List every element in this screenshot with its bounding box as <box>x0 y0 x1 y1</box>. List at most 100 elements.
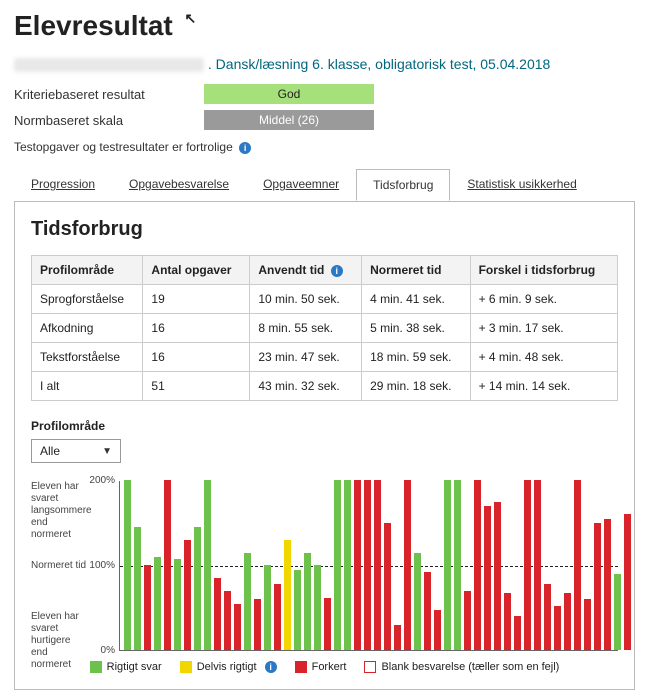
table-cell: Sprogforståelse <box>32 285 143 314</box>
chart-bar <box>324 598 331 651</box>
chart-area: Eleven har svaret langsommere end normer… <box>31 481 618 651</box>
table-cell: 10 min. 50 sek. <box>250 285 362 314</box>
chart-bar <box>524 480 531 650</box>
chart-bar <box>264 565 271 650</box>
profile-area-select[interactable]: Alle ▼ <box>31 439 121 463</box>
table-cell: 43 min. 32 sek. <box>250 372 362 401</box>
time-table: ProfilområdeAntal opgaverAnvendt tid iNo… <box>31 255 618 401</box>
table-cell: 51 <box>143 372 250 401</box>
confidential-note: Testopgaver og testresultater er fortrol… <box>14 140 635 154</box>
table-header: Antal opgaver <box>143 256 250 285</box>
chart-bar <box>224 591 231 651</box>
tab-progression[interactable]: Progression <box>14 168 112 200</box>
info-icon[interactable]: i <box>239 142 251 154</box>
chart-bar <box>564 593 571 651</box>
info-icon[interactable]: i <box>331 265 343 277</box>
table-row: I alt5143 min. 32 sek.29 min. 18 sek.+ 1… <box>32 372 618 401</box>
chart-bar <box>204 480 211 650</box>
page-title-text: Elevresultat <box>14 10 173 41</box>
chart-bar <box>194 527 201 650</box>
panel-title: Tidsforbrug <box>31 218 618 241</box>
table-cell: + 3 min. 17 sek. <box>470 314 617 343</box>
norm-row: Normbaseret skala Middel (26) <box>14 110 635 130</box>
table-cell: 19 <box>143 285 250 314</box>
chart-bar <box>424 572 431 650</box>
chart-bar <box>184 540 191 651</box>
chart-bar <box>164 480 171 650</box>
info-icon[interactable]: i <box>265 661 277 673</box>
chart-bar <box>554 606 561 650</box>
chart-bar <box>274 584 281 650</box>
tab-opgavebesvarelse[interactable]: Opgavebesvarelse <box>112 168 246 200</box>
chart-bar <box>444 480 451 650</box>
chart-bar <box>254 599 261 650</box>
table-header: Profilområde <box>32 256 143 285</box>
table-cell: 16 <box>143 343 250 372</box>
tab-panel: Tidsforbrug ProfilområdeAntal opgaverAnv… <box>14 201 635 690</box>
table-cell: 8 min. 55 sek. <box>250 314 362 343</box>
table-cell: 16 <box>143 314 250 343</box>
table-cell: + 6 min. 9 sek. <box>470 285 617 314</box>
table-header: Normeret tid <box>362 256 470 285</box>
chart-bar <box>134 527 141 650</box>
legend-item: Blank besvarelse (tæller som en fejl) <box>364 661 559 673</box>
chart-bar <box>574 480 581 650</box>
table-cell: I alt <box>32 372 143 401</box>
tab-opgaveemner[interactable]: Opgaveemner <box>246 168 356 200</box>
chart-bar <box>484 506 491 651</box>
chart-bar <box>464 591 471 651</box>
chart-bar <box>594 523 601 651</box>
y-tick: 100% <box>89 560 115 571</box>
chart-bar <box>144 565 151 650</box>
page-title: Elevresultat ↖ <box>14 10 635 42</box>
legend-swatch <box>90 661 102 673</box>
legend-label: Blank besvarelse (tæller som en fejl) <box>381 661 559 673</box>
table-header: Forskel i tidsforbrug <box>470 256 617 285</box>
table-row: Tekstforståelse1623 min. 47 sek.18 min. … <box>32 343 618 372</box>
dropdown-label: Profilområde <box>31 419 618 433</box>
tab-bar: ProgressionOpgavebesvarelseOpgaveemnerTi… <box>14 168 635 201</box>
chart-bar <box>544 584 551 650</box>
chart-bar <box>294 570 301 651</box>
chart-bar <box>394 625 401 651</box>
chart-bar <box>284 540 291 651</box>
chart-bar <box>364 480 371 650</box>
chart-bar <box>434 610 441 651</box>
y-tick: 200% <box>89 475 115 486</box>
criteria-badge: God <box>204 84 374 104</box>
chart-bar <box>244 553 251 651</box>
chart-bar <box>454 480 461 650</box>
chart-bar <box>124 480 131 650</box>
legend-item: Delvis rigtigti <box>180 661 277 673</box>
legend-swatch <box>295 661 307 673</box>
chart-bar <box>514 616 521 650</box>
norm-label: Normbaseret skala <box>14 113 204 128</box>
table-cell: 5 min. 38 sek. <box>362 314 470 343</box>
chart-legend: Rigtigt svar Delvis rigtigti Forkert Blank … <box>31 661 618 673</box>
tab-statistisk-usikkerhed[interactable]: Statistisk usikkerhed <box>450 168 593 200</box>
chart-bar <box>214 578 221 650</box>
legend-swatch <box>180 661 192 673</box>
table-cell: 23 min. 47 sek. <box>250 343 362 372</box>
chart-bar <box>404 480 411 650</box>
chart-bar <box>354 480 361 650</box>
table-cell: 29 min. 18 sek. <box>362 372 470 401</box>
legend-label: Rigtigt svar <box>107 661 162 673</box>
criteria-row: Kriteriebaseret resultat God <box>14 84 635 104</box>
chart-y-axis: Eleven har svaret langsommere end normer… <box>31 481 119 651</box>
table-cell: + 14 min. 14 sek. <box>470 372 617 401</box>
y-axis-label: Normeret tid <box>31 560 89 572</box>
y-axis-label: Eleven har svaret langsommere end normer… <box>31 481 89 541</box>
table-cell: 18 min. 59 sek. <box>362 343 470 372</box>
table-row: Afkodning168 min. 55 sek.5 min. 38 sek.+… <box>32 314 618 343</box>
table-cell: Tekstforståelse <box>32 343 143 372</box>
chart-bar <box>624 514 631 650</box>
legend-item: Forkert <box>295 661 347 673</box>
table-cell: + 4 min. 48 sek. <box>470 343 617 372</box>
chart-bar <box>604 519 611 651</box>
confidential-text: Testopgaver og testresultater er fortrol… <box>14 140 233 154</box>
tab-tidsforbrug[interactable]: Tidsforbrug <box>356 169 450 201</box>
chart-bar <box>234 604 241 651</box>
legend-label: Forkert <box>312 661 347 673</box>
redacted-name <box>14 58 204 72</box>
